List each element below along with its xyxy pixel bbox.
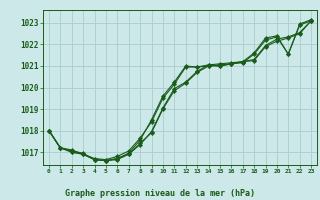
Text: Graphe pression niveau de la mer (hPa): Graphe pression niveau de la mer (hPa) <box>65 189 255 198</box>
